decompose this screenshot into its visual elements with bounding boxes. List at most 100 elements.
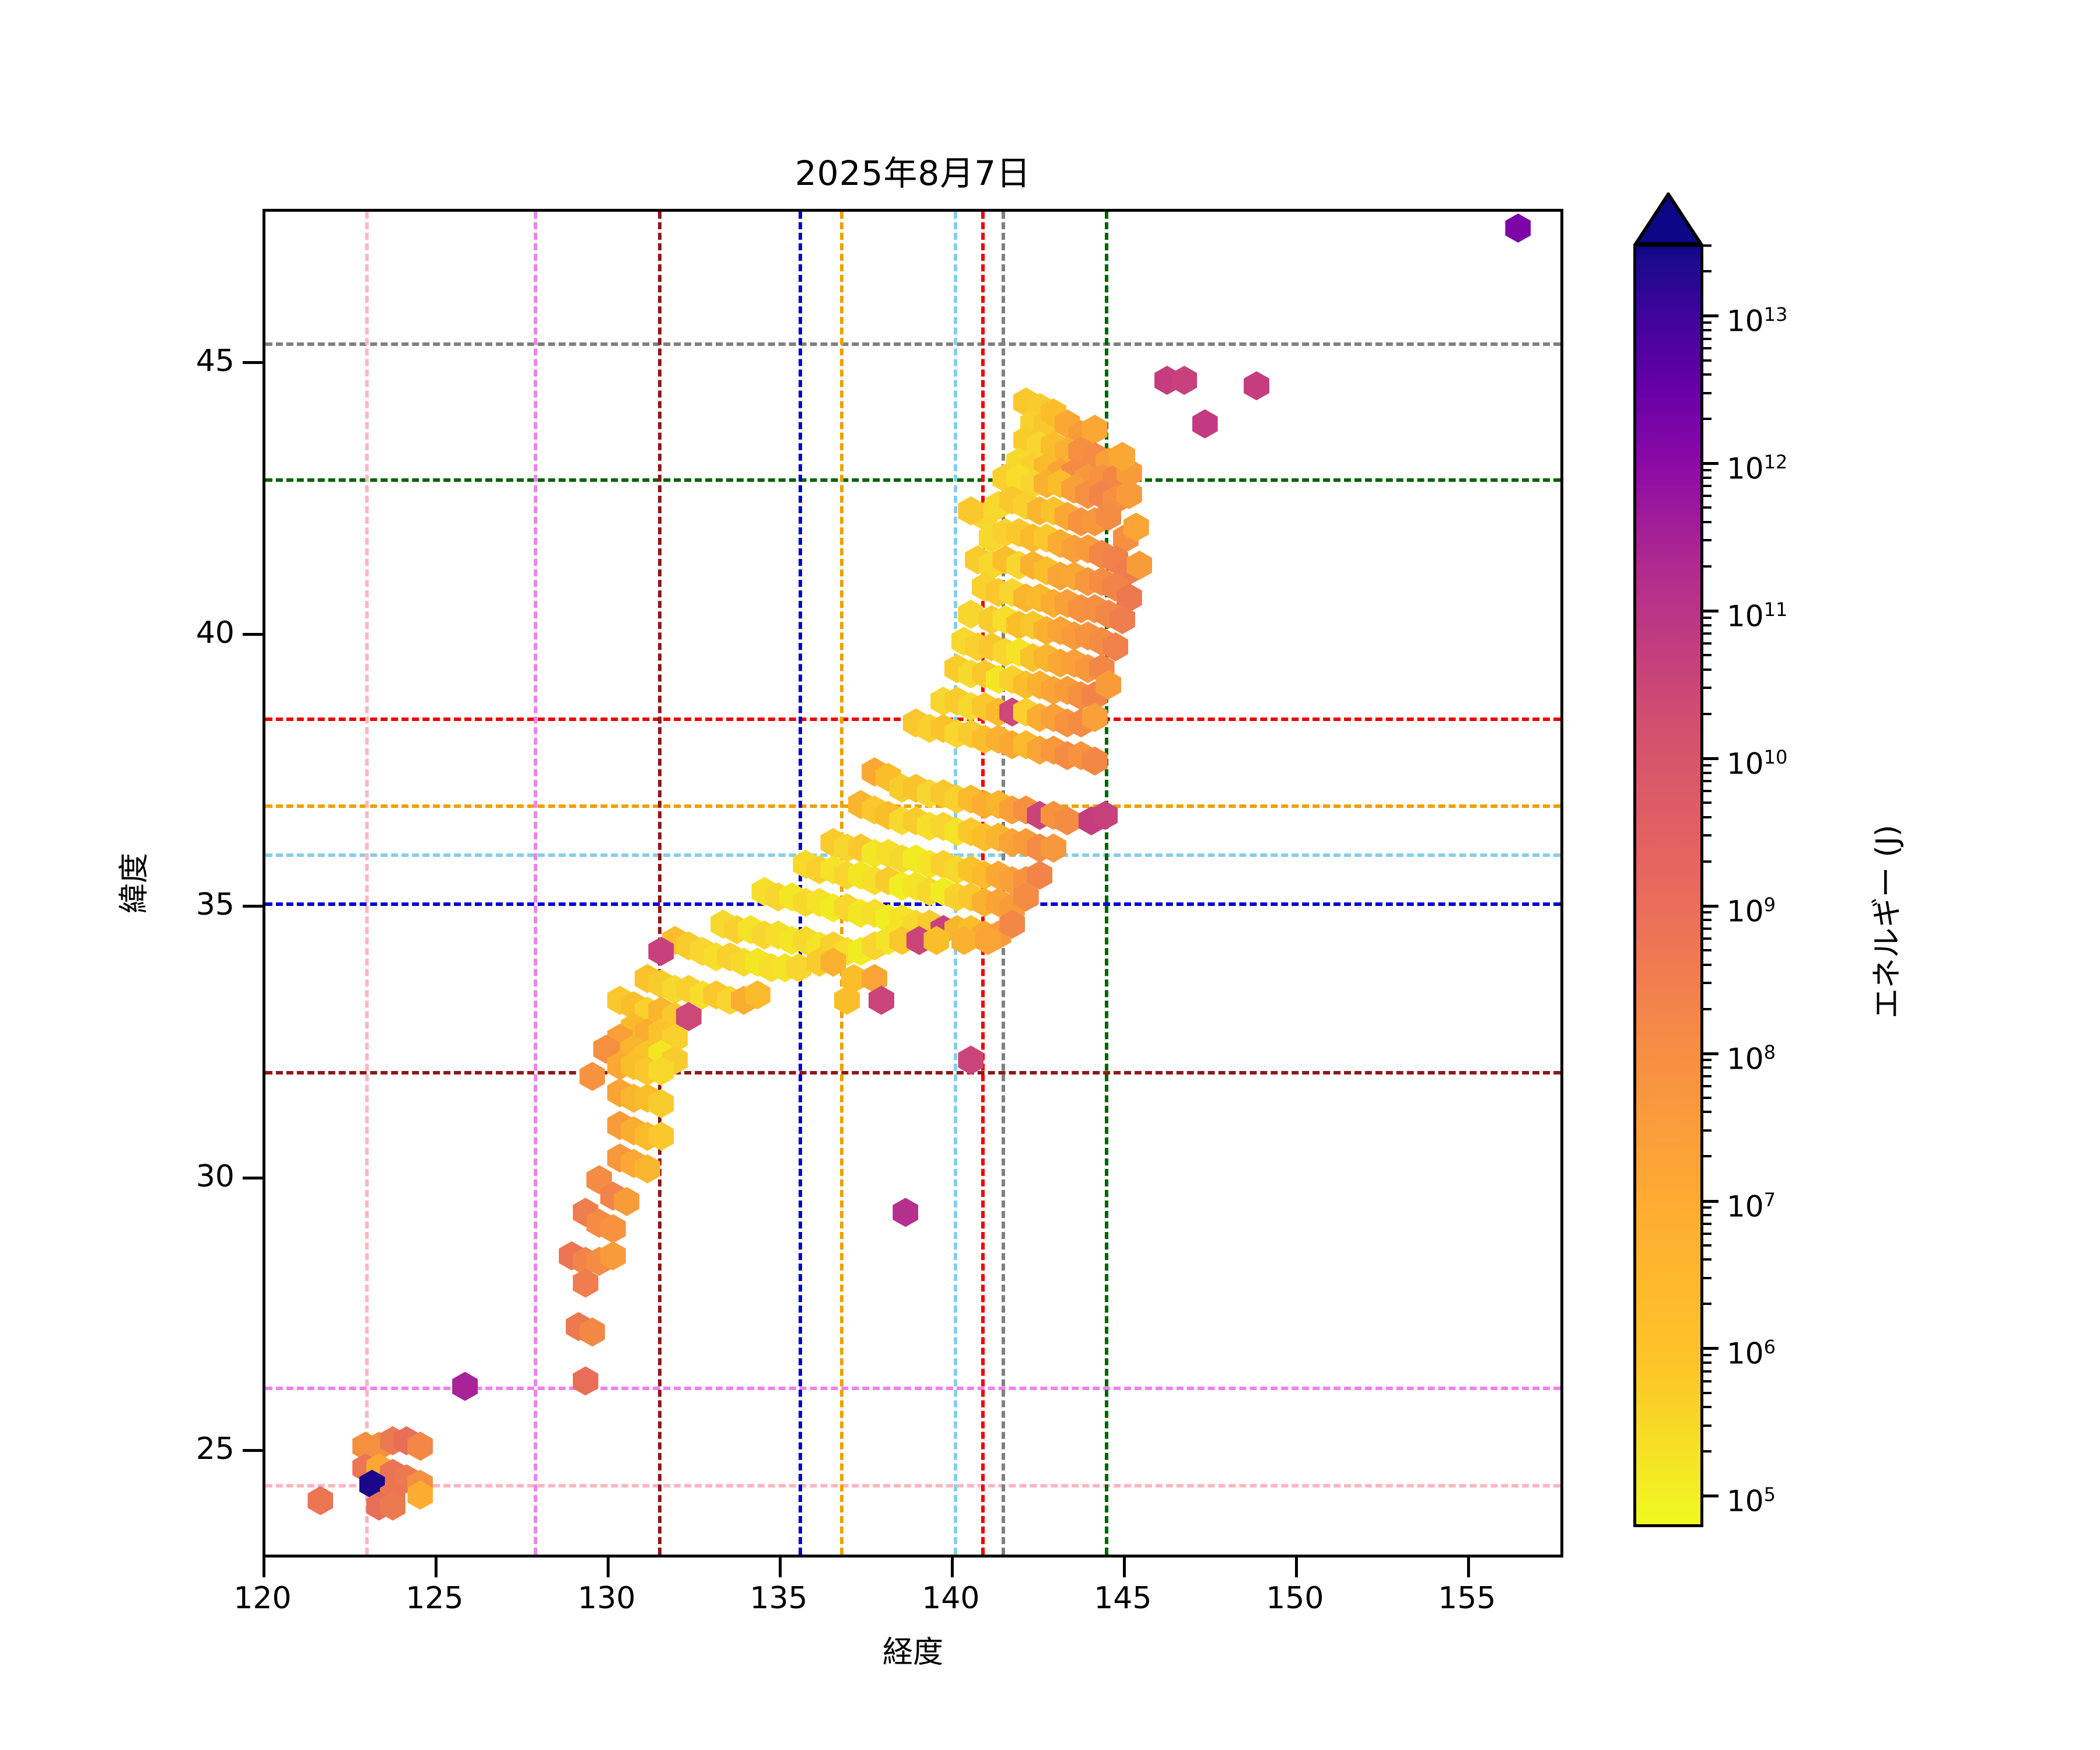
hexbin-cell xyxy=(1013,882,1039,912)
colorbar-minor-tick xyxy=(1703,565,1712,568)
colorbar-tick-label: 1011 xyxy=(1727,598,1788,634)
hexbin-cell xyxy=(307,1486,334,1516)
blue-hline xyxy=(265,902,1560,906)
colorbar-tick xyxy=(1703,1052,1718,1055)
violet-vline xyxy=(534,212,538,1555)
colorbar-minor-tick xyxy=(1703,1066,1712,1069)
colorbar-minor-tick xyxy=(1703,860,1712,863)
colorbar: 105 106 107 108 109 1010 1011 1012 1013 エネルギー (J… xyxy=(1633,192,1937,1558)
colorbar-minor-tick xyxy=(1703,1303,1712,1306)
y-tick xyxy=(243,1177,262,1180)
colorbar-tick xyxy=(1703,462,1718,466)
colorbar-label: エネルギー (J) xyxy=(1870,824,1905,1019)
hexbin-cell xyxy=(1096,502,1122,531)
x-tick xyxy=(262,1558,265,1577)
hexbin-cell xyxy=(1109,442,1135,471)
pink-vline xyxy=(365,212,369,1555)
hexbin-cell xyxy=(648,1088,674,1118)
colorbar-minor-tick xyxy=(1703,1276,1712,1279)
colorbar-minor-tick xyxy=(1703,1084,1712,1087)
colorbar-minor-tick xyxy=(1703,391,1712,394)
colorbar-tick-label: 109 xyxy=(1727,893,1776,929)
colorbar-minor-tick xyxy=(1703,1155,1712,1158)
x-tick-label: 150 xyxy=(1266,1581,1324,1616)
colorbar-minor-tick xyxy=(1703,911,1712,914)
hexbin-cell xyxy=(1109,605,1135,635)
y-tick-label: 30 xyxy=(195,1159,235,1195)
colorbar-minor-tick xyxy=(1703,476,1712,479)
hexbin-cell xyxy=(1092,800,1118,830)
hexbin-cell xyxy=(572,1366,598,1396)
colorbar-minor-tick xyxy=(1703,764,1712,766)
colorbar-minor-tick xyxy=(1703,816,1712,818)
colorbar-minor-tick xyxy=(1703,982,1712,985)
hexbin-cell xyxy=(958,496,984,526)
darkred-hline xyxy=(265,1070,1560,1074)
colorbar-minor-tick xyxy=(1703,919,1712,922)
hexbin-cell xyxy=(579,1062,606,1091)
colorbar-minor-tick xyxy=(1703,654,1712,657)
y-tick-label: 45 xyxy=(195,344,235,379)
colorbar-minor-tick xyxy=(1703,1129,1712,1132)
y-axis-label: 緯度 xyxy=(117,853,152,914)
hexbin-cell xyxy=(1126,550,1153,580)
colorbar-minor-tick xyxy=(1703,1258,1712,1261)
colorbar-minor-tick xyxy=(1703,1450,1712,1453)
blue-vline xyxy=(799,212,803,1555)
colorbar-minor-tick xyxy=(1703,485,1712,488)
hexbin-cell xyxy=(1102,632,1129,662)
x-tick-label: 130 xyxy=(578,1581,636,1616)
colorbar-minor-tick xyxy=(1703,771,1712,774)
hexbin-cell xyxy=(744,980,771,1010)
colorbar-tick-label: 105 xyxy=(1727,1483,1776,1519)
y-tick xyxy=(243,1448,262,1452)
hexbin-cell xyxy=(1244,371,1270,401)
hexbin-cell xyxy=(648,936,674,966)
y-tick-label: 40 xyxy=(195,615,235,651)
colorbar-minor-tick xyxy=(1703,495,1712,498)
y-tick-label: 25 xyxy=(195,1431,235,1466)
colorbar-tick-label: 107 xyxy=(1727,1188,1776,1224)
colorbar-minor-tick xyxy=(1703,244,1712,247)
hexbin-cell xyxy=(648,1056,674,1086)
x-tick-label: 125 xyxy=(405,1581,464,1616)
colorbar-minor-tick xyxy=(1703,1111,1712,1114)
x-axis-label: 経度 xyxy=(882,1635,943,1670)
colorbar-minor-tick xyxy=(1703,1244,1712,1247)
colorbar-minor-tick xyxy=(1703,1096,1712,1099)
hexbin-cell xyxy=(975,926,1001,956)
colorbar-tick-label: 106 xyxy=(1727,1336,1776,1371)
y-axis: 25 30 35 40 45 xyxy=(158,209,262,1558)
x-tick xyxy=(1122,1558,1126,1577)
green-vline xyxy=(1105,212,1109,1555)
colorbar-minor-tick xyxy=(1703,780,1712,783)
hexbin-cell xyxy=(834,985,860,1015)
colorbar-minor-tick xyxy=(1703,321,1712,324)
x-tick-label: 135 xyxy=(750,1581,808,1616)
hexbin-cell xyxy=(1082,414,1108,444)
x-tick xyxy=(606,1558,610,1577)
colorbar-minor-tick xyxy=(1703,347,1712,350)
colorbar-minor-tick xyxy=(1703,1362,1712,1364)
colorbar-minor-tick xyxy=(1703,1222,1712,1225)
colorbar-minor-tick xyxy=(1703,963,1712,966)
hexbin-cell xyxy=(1192,409,1218,439)
plot-area xyxy=(262,209,1563,1558)
colorbar-minor-tick xyxy=(1703,1214,1712,1217)
x-tick-label: 120 xyxy=(233,1581,292,1616)
colorbar-minor-tick xyxy=(1703,928,1712,930)
colorbar-gradient xyxy=(1633,244,1703,1527)
hexbin-cell xyxy=(1082,703,1108,732)
hexbin-cell xyxy=(676,1002,702,1031)
colorbar-tick-label: 1010 xyxy=(1727,746,1788,781)
colorbar-minor-tick xyxy=(1703,468,1712,471)
hexbin-cell xyxy=(648,1121,674,1151)
colorbar-minor-tick xyxy=(1703,1406,1712,1409)
y-tick-label: 35 xyxy=(195,887,235,923)
colorbar-minor-tick xyxy=(1703,1074,1712,1077)
colorbar-minor-tick xyxy=(1703,687,1712,690)
hexbin-cell xyxy=(1096,670,1122,700)
colorbar-minor-tick xyxy=(1703,668,1712,671)
colorbar-tick xyxy=(1703,1494,1718,1498)
